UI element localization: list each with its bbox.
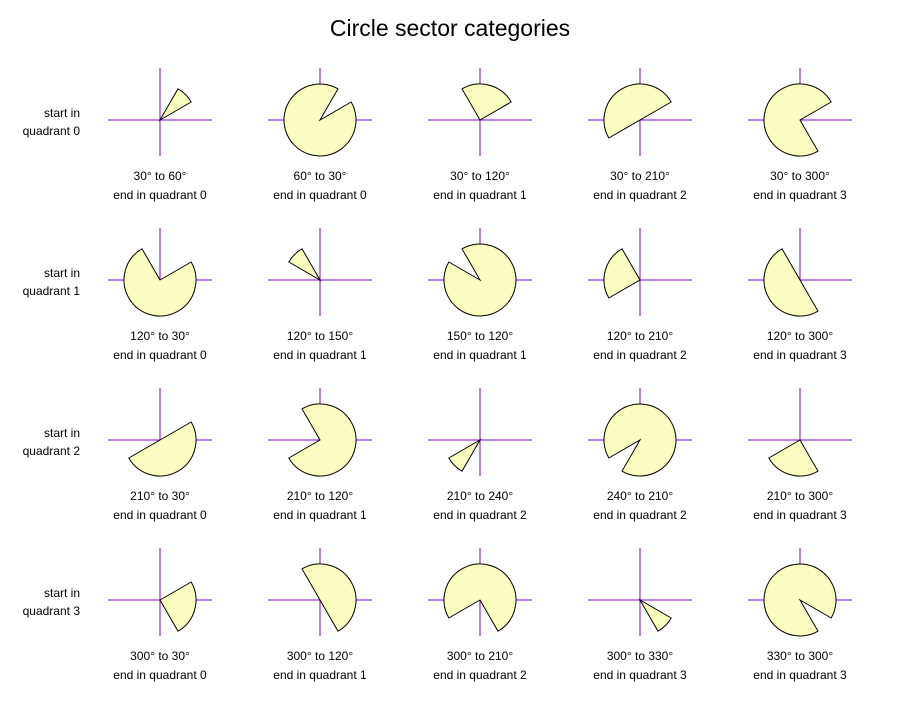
circle-sector — [288, 403, 357, 477]
sector-angle-caption: 150° to 120° — [447, 329, 514, 343]
sector-end-quadrant-caption: end in quadrant 0 — [113, 348, 207, 362]
sector-end-quadrant-caption: end in quadrant 2 — [593, 348, 687, 362]
sector-end-quadrant-caption: end in quadrant 0 — [273, 188, 367, 202]
row-label-line: quadrant 2 — [23, 444, 81, 458]
row-label-line: quadrant 0 — [23, 124, 81, 138]
sector-end-quadrant-caption: end in quadrant 3 — [753, 508, 847, 522]
circle-sector — [123, 248, 197, 317]
sector-angle-caption: 300° to 210° — [447, 649, 514, 663]
sector-end-quadrant-caption: end in quadrant 3 — [753, 348, 847, 362]
circle-sector — [603, 248, 641, 299]
circle-sector — [763, 83, 832, 157]
sector-end-quadrant-caption: end in quadrant 2 — [433, 508, 527, 522]
sector-angle-caption: 30° to 210° — [610, 169, 670, 183]
circle-sector — [603, 83, 672, 139]
row-label-line: start in — [44, 426, 80, 440]
sector-end-quadrant-caption: end in quadrant 0 — [113, 668, 207, 682]
circle-sector — [763, 248, 819, 317]
sector-angle-caption: 30° to 120° — [450, 169, 510, 183]
sector-angle-caption: 120° to 300° — [767, 329, 834, 343]
circle-sector — [443, 563, 517, 632]
circle-sector — [443, 243, 517, 317]
sector-end-quadrant-caption: end in quadrant 0 — [113, 508, 207, 522]
sector-end-quadrant-caption: end in quadrant 0 — [113, 188, 207, 202]
sector-angle-caption: 210° to 30° — [130, 489, 190, 503]
circle-sector — [448, 438, 482, 472]
circle-sector — [638, 598, 672, 632]
sector-end-quadrant-caption: end in quadrant 1 — [273, 668, 367, 682]
circle-sector — [301, 563, 357, 632]
circle-sector — [159, 581, 197, 632]
circle-sector — [603, 403, 677, 477]
sector-angle-caption: 300° to 120° — [287, 649, 354, 663]
circle-sector — [283, 83, 357, 157]
circle-sector — [768, 439, 819, 477]
sector-angle-caption: 120° to 210° — [607, 329, 674, 343]
circle-sector — [763, 563, 837, 637]
diagram-title: Circle sector categories — [330, 15, 570, 41]
row-label-line: quadrant 3 — [23, 604, 81, 618]
sector-angle-caption: 330° to 300° — [767, 649, 834, 663]
row-label-line: quadrant 1 — [23, 284, 81, 298]
sector-angle-caption: 30° to 60° — [134, 169, 187, 183]
sector-end-quadrant-caption: end in quadrant 3 — [753, 668, 847, 682]
row-label-line: start in — [44, 266, 80, 280]
sector-angle-caption: 210° to 240° — [447, 489, 514, 503]
circle-sector — [128, 421, 197, 477]
sector-angle-caption: 30° to 300° — [770, 169, 830, 183]
circle-sector — [288, 248, 322, 282]
sector-angle-caption: 60° to 30° — [294, 169, 347, 183]
sector-end-quadrant-caption: end in quadrant 1 — [433, 188, 527, 202]
sector-angle-caption: 210° to 300° — [767, 489, 834, 503]
sector-end-quadrant-caption: end in quadrant 2 — [593, 508, 687, 522]
sector-end-quadrant-caption: end in quadrant 1 — [273, 348, 367, 362]
circle-sector — [461, 83, 512, 121]
circle-sector — [158, 88, 192, 122]
sector-angle-caption: 300° to 30° — [130, 649, 190, 663]
sector-end-quadrant-caption: end in quadrant 3 — [753, 188, 847, 202]
sector-angle-caption: 120° to 30° — [130, 329, 190, 343]
sector-end-quadrant-caption: end in quadrant 2 — [593, 188, 687, 202]
sector-angle-caption: 210° to 120° — [287, 489, 354, 503]
sector-end-quadrant-caption: end in quadrant 1 — [273, 508, 367, 522]
sector-angle-caption: 240° to 210° — [607, 489, 674, 503]
row-label-line: start in — [44, 586, 80, 600]
sector-angle-caption: 300° to 330° — [607, 649, 674, 663]
sector-end-quadrant-caption: end in quadrant 1 — [433, 348, 527, 362]
row-label-line: start in — [44, 106, 80, 120]
sector-angle-caption: 120° to 150° — [287, 329, 354, 343]
sector-end-quadrant-caption: end in quadrant 2 — [433, 668, 527, 682]
sector-end-quadrant-caption: end in quadrant 3 — [593, 668, 687, 682]
sector-grid: start in quadrant 0 30° to 60° end in quadr… — [23, 68, 852, 682]
